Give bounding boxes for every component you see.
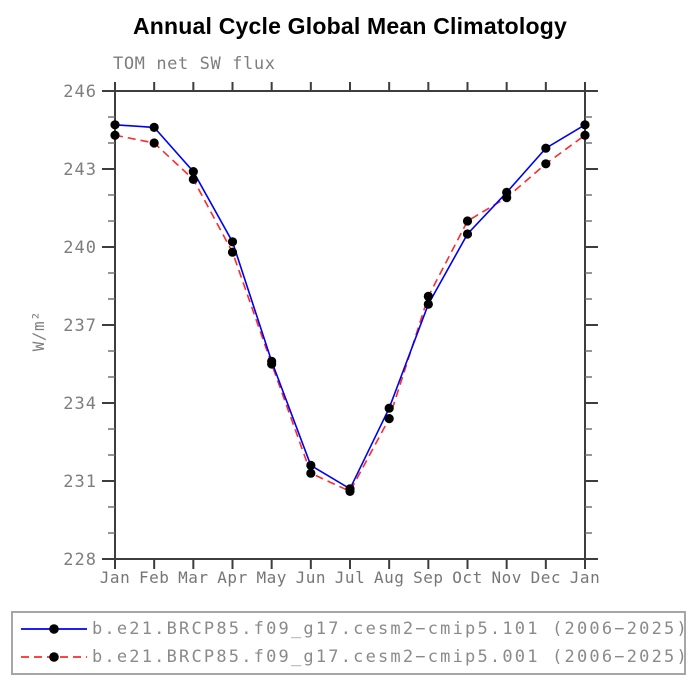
x-tick-label: Sep (413, 568, 443, 587)
data-point (384, 414, 394, 424)
legend-label: b.e21.BRCP85.f09_g17.cesm2−cmip5.101 (20… (92, 619, 689, 639)
data-point (110, 120, 120, 130)
legend-line-sample (21, 624, 87, 634)
x-tick-label: Apr (217, 568, 247, 587)
x-tick-label: Jan (570, 568, 600, 587)
x-tick-label: Jan (100, 568, 130, 587)
data-point (384, 403, 394, 413)
x-tick-label: Nov (491, 568, 521, 587)
data-point (306, 460, 316, 470)
y-tick-label: 240 (63, 238, 97, 258)
data-point (580, 120, 590, 130)
data-point (462, 216, 473, 226)
data-point (423, 299, 433, 309)
legend-line-sample (21, 652, 87, 662)
legend-item: b.e21.BRCP85.f09_g17.cesm2−cmip5.101 (20… (18, 615, 687, 643)
data-point (267, 359, 277, 369)
y-tick-label: 243 (63, 160, 97, 180)
data-point (462, 229, 473, 239)
y-tick-label: 246 (63, 82, 97, 102)
chart-title: Annual Cycle Global Mean Climatology (132, 13, 568, 39)
chart-subtitle: TOM net SW flux (113, 54, 276, 74)
y-tick-label: 234 (63, 394, 97, 414)
data-point (188, 167, 198, 177)
x-tick-label: Oct (452, 568, 482, 587)
x-tick-label: Jul (335, 568, 365, 587)
y-tick-label: 237 (63, 316, 97, 336)
x-tick-label: Feb (139, 568, 169, 587)
y-tick-label: 231 (63, 472, 97, 492)
legend-label: b.e21.BRCP85.f09_g17.cesm2−cmip5.001 (20… (92, 647, 689, 667)
data-point (110, 130, 120, 140)
data-point (541, 159, 551, 169)
x-tick-label: Mar (178, 568, 208, 587)
data-point (423, 291, 433, 301)
x-tick-label: Jun (296, 568, 326, 587)
data-point (227, 237, 238, 247)
series-line (114, 134, 586, 493)
series-line (114, 124, 586, 490)
data-point (227, 247, 238, 257)
x-tick-label: Aug (374, 568, 404, 587)
y-axis-label: W/m² (29, 311, 48, 352)
data-point (345, 486, 355, 496)
x-tick-label: Dec (531, 568, 561, 587)
data-point (306, 468, 316, 478)
data-point (541, 143, 551, 153)
y-tick-label: 228 (63, 550, 97, 570)
data-point (149, 122, 159, 132)
x-tick-label: May (256, 568, 286, 587)
data-point (580, 130, 590, 140)
data-point (188, 174, 198, 184)
legend-item: b.e21.BRCP85.f09_g17.cesm2−cmip5.001 (20… (18, 643, 687, 671)
data-point (149, 138, 159, 148)
climatology-line-chart: 228 231 234 237 240 243 246 Jan Feb Mar Apr May Jun J… (29, 82, 600, 587)
legend: b.e21.BRCP85.f09_g17.cesm2−cmip5.101 (20… (11, 611, 687, 675)
data-point (502, 193, 512, 203)
